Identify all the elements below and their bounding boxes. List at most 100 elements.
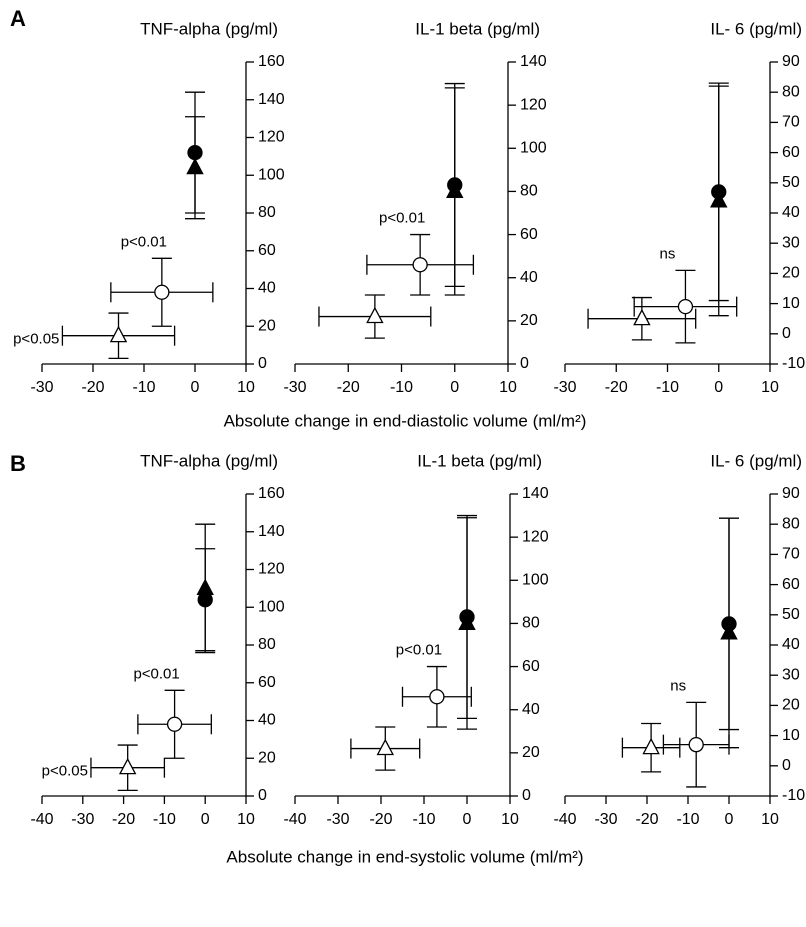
chart-title: TNF-alpha (pg/ml): [140, 451, 278, 470]
x-tick-label: -20: [81, 379, 104, 396]
annotation: p<0.01: [396, 642, 442, 659]
y-tick-label: 60: [520, 226, 538, 243]
y-tick-label: 40: [782, 204, 800, 221]
x-tick-label: -20: [605, 379, 628, 396]
annotation: p<0.05: [13, 331, 59, 348]
y-tick-label: 160: [258, 485, 285, 502]
annotation: p<0.01: [133, 665, 179, 682]
x-tick-label: -10: [656, 379, 679, 396]
marker-circle: [412, 257, 428, 273]
x-axis-label: Absolute change in end-systolic volume (…: [226, 847, 583, 866]
y-tick-label: 30: [782, 666, 800, 683]
marker-triangle: [376, 738, 395, 756]
y-tick-label: 80: [522, 615, 540, 632]
marker-circle: [166, 716, 183, 732]
y-tick-label: 140: [522, 485, 549, 502]
annotation: ns: [670, 677, 686, 694]
y-tick-label: 0: [782, 325, 791, 342]
x-tick-label: -30: [594, 811, 617, 828]
marker-circle: [197, 592, 213, 608]
x-tick-label: -20: [337, 379, 360, 396]
x-tick-label: -30: [71, 811, 94, 828]
y-tick-label: 50: [782, 174, 800, 191]
y-tick-label: 80: [782, 515, 800, 532]
chart-title: IL-1 beta (pg/ml): [417, 451, 542, 470]
y-tick-label: 100: [522, 572, 549, 589]
x-tick-label: -30: [553, 379, 576, 396]
y-tick-label: 100: [258, 598, 285, 615]
y-tick-label: 60: [782, 576, 800, 593]
y-tick-label: 60: [258, 674, 276, 691]
y-tick-label: 140: [258, 523, 285, 540]
marker-triangle: [458, 613, 476, 631]
marker-triangle: [642, 737, 660, 755]
marker-triangle: [109, 325, 128, 343]
chart-title: TNF-alpha (pg/ml): [140, 19, 278, 38]
x-tick-label: 0: [201, 811, 210, 828]
marker-triangle: [446, 181, 464, 199]
y-tick-label: 80: [782, 83, 800, 100]
y-tick-label: -10: [782, 355, 805, 372]
y-tick-label: 10: [782, 727, 800, 744]
x-tick-label: 10: [237, 379, 255, 396]
y-tick-label: 0: [782, 757, 791, 774]
y-tick-label: 0: [522, 787, 531, 804]
marker-triangle: [633, 308, 651, 326]
y-tick-label: 40: [522, 701, 540, 718]
y-tick-label: 70: [782, 114, 800, 131]
x-tick-label: 10: [237, 811, 255, 828]
y-tick-label: 40: [258, 712, 276, 729]
marker-circle: [677, 298, 694, 315]
marker-circle: [688, 737, 704, 753]
marker-triangle: [118, 757, 137, 775]
y-tick-label: 60: [782, 144, 800, 161]
chart-title: IL- 6 (pg/ml): [710, 451, 802, 470]
y-tick-label: 50: [782, 606, 800, 623]
marker-triangle: [720, 623, 738, 640]
y-tick-label: 40: [258, 280, 276, 297]
marker-circle: [429, 689, 445, 705]
x-tick-label: -40: [30, 811, 53, 828]
y-tick-label: 80: [258, 636, 276, 653]
marker-circle: [154, 284, 170, 300]
y-tick-label: 60: [522, 658, 540, 675]
marker-triangle: [710, 191, 728, 208]
x-tick-label: -30: [326, 811, 349, 828]
y-tick-label: 30: [782, 234, 800, 251]
x-axis-label: Absolute change in end-diastolic volume …: [224, 411, 587, 430]
x-tick-label: 10: [761, 379, 779, 396]
x-tick-label: 0: [450, 379, 459, 396]
y-tick-label: 80: [258, 204, 276, 221]
y-tick-label: 100: [258, 166, 285, 183]
y-tick-label: 0: [520, 355, 529, 372]
y-tick-label: 20: [782, 697, 800, 714]
x-tick-label: -10: [676, 811, 699, 828]
x-tick-label: -20: [635, 811, 658, 828]
y-tick-label: 120: [258, 561, 285, 578]
y-tick-label: 120: [520, 96, 547, 113]
y-tick-label: 120: [258, 129, 285, 146]
y-tick-label: 160: [258, 53, 285, 70]
x-tick-label: -30: [30, 379, 53, 396]
x-tick-label: -10: [390, 379, 413, 396]
chart-title: IL- 6 (pg/ml): [710, 19, 802, 38]
y-tick-label: 10: [782, 295, 800, 312]
y-tick-label: 140: [520, 53, 547, 70]
x-tick-label: -10: [412, 811, 435, 828]
x-tick-label: 0: [463, 811, 472, 828]
y-tick-label: 100: [520, 140, 547, 157]
y-tick-label: 120: [522, 528, 549, 545]
panel-letter: B: [10, 451, 26, 476]
y-tick-label: 40: [782, 636, 800, 653]
y-tick-label: -10: [782, 787, 805, 804]
annotation: p<0.01: [379, 210, 425, 227]
y-tick-label: 20: [258, 317, 276, 334]
y-tick-label: 20: [522, 744, 540, 761]
x-tick-label: -20: [369, 811, 392, 828]
x-tick-label: -40: [553, 811, 576, 828]
y-tick-label: 60: [258, 242, 276, 259]
x-tick-label: -40: [283, 811, 306, 828]
annotation: p<0.05: [42, 763, 88, 780]
y-tick-label: 20: [782, 265, 800, 282]
